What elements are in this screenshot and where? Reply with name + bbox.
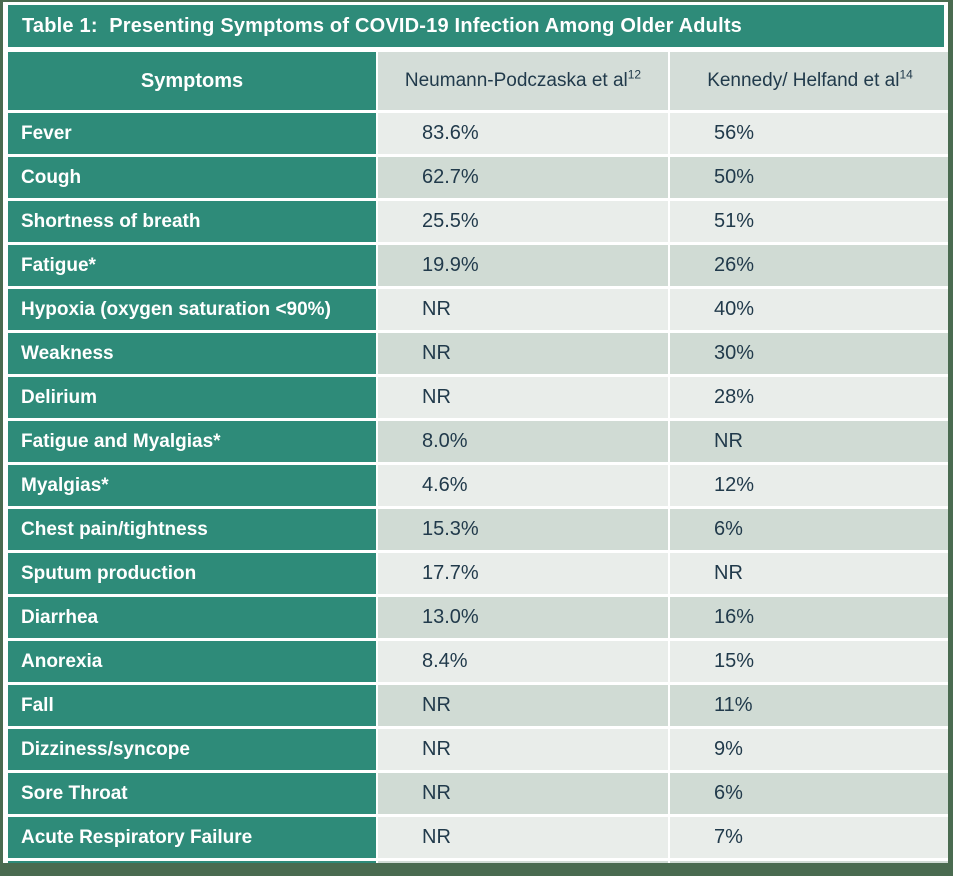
table-row: Dizziness/syncope NR 9% [8, 729, 948, 770]
neumann-value-cell: NR [378, 377, 668, 418]
table-row: Delirium NR 28% [8, 377, 948, 418]
neumann-value-cell: NR [378, 685, 668, 726]
table-row: Fatigue and Myalgias* 8.0% NR [8, 421, 948, 462]
symptom-name-cell: Hypoxia (oxygen saturation <90%) [8, 289, 376, 330]
table-row: Myalgias* 4.6% 12% [8, 465, 948, 506]
table-row: Abdominal painNR8% [8, 861, 948, 863]
symptom-name-cell: Fatigue* [8, 245, 376, 286]
neumann-value-cell: 8.0% [378, 421, 668, 462]
neumann-value-cell: NR [378, 333, 668, 374]
neumann-value-cell: 62.7% [378, 157, 668, 198]
symptom-name-cell: Abdominal pain [8, 861, 376, 863]
neumann-value-cell: 4.6% [378, 465, 668, 506]
neumann-value-cell: NR [378, 861, 668, 863]
kennedy-value-cell: 30% [670, 333, 948, 374]
kennedy-value-cell: 56% [670, 113, 948, 154]
symptom-name-cell: Myalgias* [8, 465, 376, 506]
symptom-name-cell: Diarrhea [8, 597, 376, 638]
table-row: Acute Respiratory Failure NR 7% [8, 817, 948, 858]
symptom-name-cell: Fall [8, 685, 376, 726]
neumann-value-cell: NR [378, 729, 668, 770]
citation-superscript: 12 [627, 67, 642, 82]
table-row: Chest pain/tightness 15.3% 6% [8, 509, 948, 550]
neumann-value-cell: 25.5% [378, 201, 668, 242]
kennedy-value-cell: 16% [670, 597, 948, 638]
neumann-value-cell: 19.9% [378, 245, 668, 286]
symptom-name-cell: Anorexia [8, 641, 376, 682]
neumann-value-cell: 17.7% [378, 553, 668, 594]
table-inner: Table 1: Presenting Symptoms of COVID-19… [3, 2, 948, 863]
citation-superscript: 14 [899, 67, 913, 82]
symptom-name-cell: Cough [8, 157, 376, 198]
symptom-name-cell: Delirium [8, 377, 376, 418]
table-body: Fever 83.6% 56% Cough 62.7% 50% Shortness of b… [8, 113, 948, 863]
table-row: Sore Throat NR 6% [8, 773, 948, 814]
kennedy-value-cell: 6% [670, 773, 948, 814]
kennedy-value-cell: 50% [670, 157, 948, 198]
table-row: Fatigue* 19.9% 26% [8, 245, 948, 286]
symptom-name-cell: Dizziness/syncope [8, 729, 376, 770]
kennedy-value-cell: 9% [670, 729, 948, 770]
table-row: Hypoxia (oxygen saturation <90%) NR 40% [8, 289, 948, 330]
header-row: Symptoms Neumann-Podczaska et al12 Kenne… [8, 52, 948, 110]
kennedy-value-cell: 40% [670, 289, 948, 330]
kennedy-value-cell: 12% [670, 465, 948, 506]
neumann-value-cell: 13.0% [378, 597, 668, 638]
neumann-value-cell: NR [378, 289, 668, 330]
neumann-value-cell: NR [378, 817, 668, 858]
table-title: Table 1: Presenting Symptoms of COVID-19… [22, 14, 743, 37]
column-header-neumann: Neumann-Podczaska et al12 [378, 52, 668, 110]
column-header-neumann-label: Neumann-Podczaska et al [404, 70, 628, 92]
table-row: Sputum production 17.7% NR [8, 553, 948, 594]
symptom-name-cell: Weakness [8, 333, 376, 374]
table-row: Weakness NR 30% [8, 333, 948, 374]
kennedy-value-cell: 15% [670, 641, 948, 682]
symptom-name-cell: Sputum production [8, 553, 376, 594]
kennedy-value-cell: 11% [670, 685, 948, 726]
neumann-value-cell: 83.6% [378, 113, 668, 154]
kennedy-value-cell: 28% [670, 377, 948, 418]
kennedy-value-cell: 6% [670, 509, 948, 550]
symptom-name-cell: Chest pain/tightness [8, 509, 376, 550]
symptom-name-cell: Acute Respiratory Failure [8, 817, 376, 858]
neumann-value-cell: 8.4% [378, 641, 668, 682]
kennedy-value-cell: 7% [670, 817, 948, 858]
table-row: Fall NR 11% [8, 685, 948, 726]
neumann-value-cell: 15.3% [378, 509, 668, 550]
kennedy-value-cell: NR [670, 553, 948, 594]
kennedy-value-cell: NR [670, 421, 948, 462]
symptom-name-cell: Shortness of breath [8, 201, 376, 242]
kennedy-value-cell: 26% [670, 245, 948, 286]
table-row: Diarrhea 13.0% 16% [8, 597, 948, 638]
table-row: Shortness of breath 25.5% 51% [8, 201, 948, 242]
table-row: Fever 83.6% 56% [8, 113, 948, 154]
symptoms-table: Symptoms Neumann-Podczaska et al12 Kenne… [6, 49, 948, 863]
symptom-name-cell: Sore Throat [8, 773, 376, 814]
neumann-value-cell: NR [378, 773, 668, 814]
column-header-kennedy: Kennedy/ Helfand et al14 [670, 52, 948, 110]
table-row: Cough 62.7% 50% [8, 157, 948, 198]
symptom-name-cell: Fatigue and Myalgias* [8, 421, 376, 462]
table-row: Anorexia 8.4% 15% [8, 641, 948, 682]
column-header-kennedy-label: Kennedy/ Helfand et al [707, 70, 900, 92]
table-title-bar: Table 1: Presenting Symptoms of COVID-19… [8, 5, 944, 47]
symptom-name-cell: Fever [8, 113, 376, 154]
kennedy-value-cell: 51% [670, 201, 948, 242]
kennedy-value-cell: 8% [670, 861, 948, 863]
column-header-symptoms: Symptoms [8, 52, 376, 110]
